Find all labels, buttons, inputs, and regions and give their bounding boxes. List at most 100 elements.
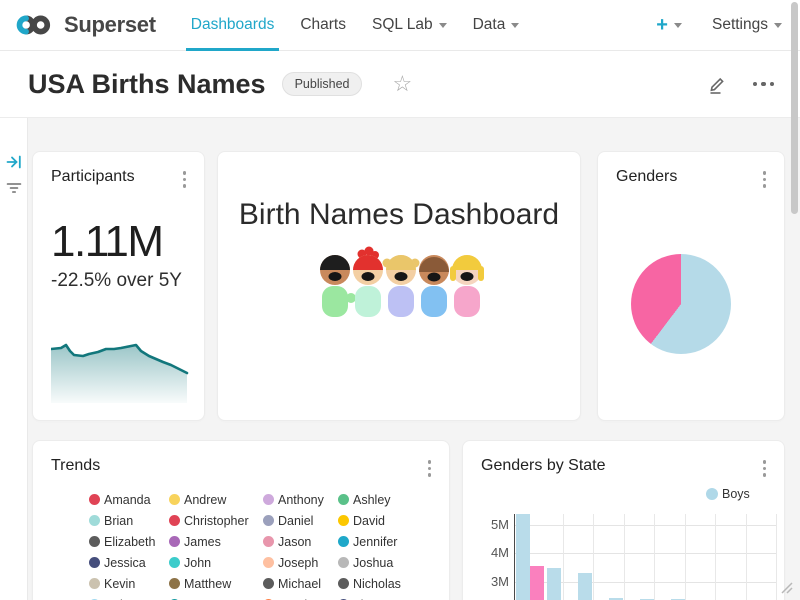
legend-label: Anthony [278,492,324,507]
dashboard-grid: Participants 1.11M -22.5% over 5Y Birth … [0,118,800,600]
legend-label: Robert [104,598,142,600]
legend-item-james[interactable]: James [169,535,263,549]
legend-dot-icon [169,494,180,505]
legend-item-nicholas[interactable]: Nicholas [338,577,448,591]
chevron-down-icon [511,22,520,28]
legend-item-amanda[interactable]: Amanda [89,493,169,507]
legend-item-andrew[interactable]: Andrew [169,493,263,507]
legend-label: Joshua [353,555,394,570]
dashboard-header: USA Births Names Published ☆ [0,51,800,118]
legend-dot-icon [263,494,274,505]
top-nav: Superset Dashboards Charts SQL Lab Data + S… [0,0,800,51]
filter-list-icon[interactable] [6,181,22,200]
legend-label: Elizabeth [104,534,156,549]
legend-label: Brian [104,513,134,528]
legend-item-daniel[interactable]: Daniel [263,514,338,528]
legend-dot-icon [169,536,180,547]
favorite-star-icon[interactable]: ☆ [392,71,413,96]
h-gridline [515,525,776,526]
legend-dot-icon [338,536,349,547]
card-participants: Participants 1.11M -22.5% over 5Y [32,151,205,421]
legend-item-brian[interactable]: Brian [89,514,169,528]
kebab-menu-icon[interactable] [424,457,436,480]
legend-item-jason[interactable]: Jason [263,535,338,549]
legend-dot-icon [338,515,349,526]
legend-item-jennifer[interactable]: Jennifer [338,535,448,549]
legend-label: Matthew [184,576,232,591]
big-number-delta: -22.5% over 5Y [51,269,182,291]
trend-sparkline-chart [51,343,189,403]
new-item-button[interactable]: + [656,15,682,35]
expand-filter-bar-icon[interactable] [6,154,22,175]
legend-dot-icon [338,494,349,505]
nav-item-charts[interactable]: Charts [287,0,359,50]
card-markdown: Birth Names Dashboard [217,151,581,421]
legend-dot-icon [338,557,349,568]
legend-item-david[interactable]: David [338,514,448,528]
legend-item-anthony[interactable]: Anthony [263,493,338,507]
legend-item-kevin[interactable]: Kevin [89,577,169,591]
bar-boys-group1[interactable] [547,567,561,600]
bar-girls-group0[interactable] [530,566,544,600]
legend-label: Amanda [104,492,151,507]
legend-item-michael[interactable]: Michael [263,577,338,591]
nav-item-label: Data [472,16,506,33]
legend-label: Jason [278,534,312,549]
edit-pencil-icon[interactable] [707,74,727,94]
card-title: Genders by State [481,457,606,474]
published-badge[interactable]: Published [281,72,363,96]
v-gridline [684,514,686,600]
legend-item-boys[interactable]: Boys [706,487,750,501]
v-gridline [715,514,717,600]
legend-item-christopher[interactable]: Christopher [169,514,263,528]
infinity-logo-icon [16,15,51,35]
y-tick-label: 5M [490,517,509,532]
nav-menu: Dashboards Charts SQL Lab Data [178,0,533,51]
nav-item-sql-lab[interactable]: SQL Lab [359,0,460,50]
card-genders-by-state: Genders by State Boys 5M 4M 3M [462,440,785,600]
legend-label: James [184,534,221,549]
legend-label: Ryan [184,598,213,600]
card-resize-handle[interactable] [779,580,793,599]
legend-label: John [184,555,212,570]
genders-by-state-bar-chart [514,514,777,600]
superset-logo[interactable]: Superset [14,0,156,50]
bar-chart-legend: Boys [706,487,750,501]
kebab-menu-icon[interactable] [759,457,771,480]
kebab-menu-icon[interactable] [179,168,191,191]
nav-item-data[interactable]: Data [460,0,533,50]
legend-item-ashley[interactable]: Ashley [338,493,448,507]
more-actions-icon[interactable] [752,81,774,87]
legend-dot-icon [263,515,274,526]
legend-item-matthew[interactable]: Matthew [169,577,263,591]
bar-boys-group0[interactable] [516,514,530,600]
card-title: Participants [51,168,135,185]
markdown-heading: Birth Names Dashboard [238,198,560,231]
header-actions [707,74,774,94]
legend-dot-icon [89,494,100,505]
legend-item-joseph[interactable]: Joseph [263,556,338,570]
legend-label: Joseph [278,555,319,570]
kebab-menu-icon[interactable] [759,168,771,191]
children-illustration [320,246,484,317]
bar-boys-group2[interactable] [578,573,592,600]
nav-item-label: SQL Lab [371,16,433,33]
chevron-down-icon [673,22,682,28]
trends-legend: Amanda Andrew Anthony Ashley Brian Christophe… [89,493,449,600]
card-title: Genders [616,168,678,185]
legend-item-jessica[interactable]: Jessica [89,556,169,570]
page-scrollbar[interactable] [791,2,798,214]
bar-boys-group4[interactable] [640,598,654,600]
genders-pie-chart[interactable] [631,254,731,354]
nav-item-dashboards[interactable]: Dashboards [178,0,288,51]
legend-dot-icon [263,578,274,589]
settings-menu[interactable]: Settings [712,16,782,34]
legend-item-john[interactable]: John [169,556,263,570]
bar-boys-group3[interactable] [609,598,623,600]
legend-item-joshua[interactable]: Joshua [338,556,448,570]
legend-label: Nicholas [353,576,401,591]
y-tick-label: 4M [490,545,509,561]
legend-item-elizabeth[interactable]: Elizabeth [89,535,169,549]
card-title: Trends [51,457,101,474]
